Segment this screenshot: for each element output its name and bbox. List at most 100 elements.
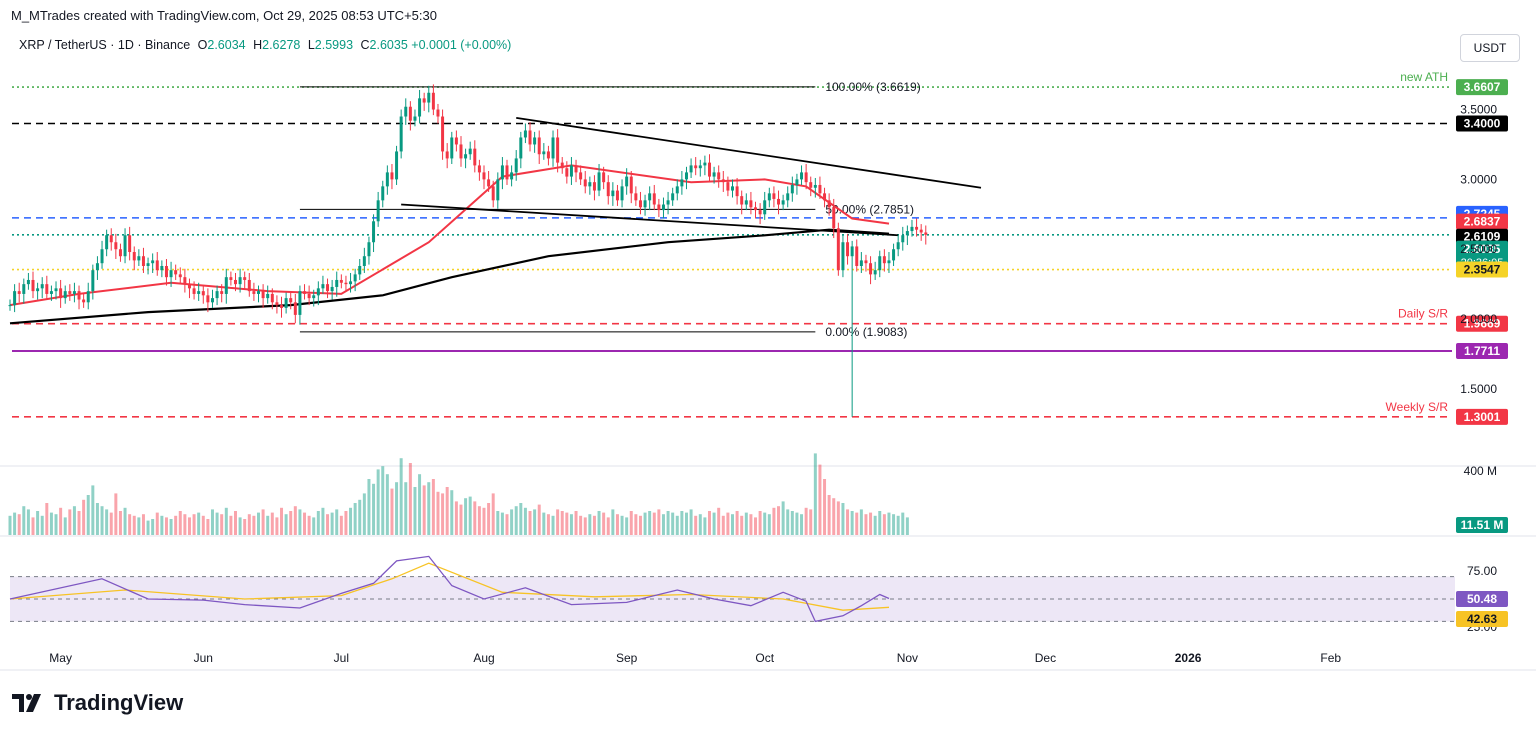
candle (887, 260, 891, 264)
candle (763, 200, 767, 215)
volume-bar (684, 512, 688, 535)
candle (151, 260, 155, 264)
volume-bar (408, 463, 412, 535)
candle (266, 293, 270, 299)
candle (892, 249, 896, 261)
ma-200-line (9, 228, 890, 325)
volume-bar (551, 515, 555, 535)
volume-bar (431, 479, 435, 535)
time-axis-tick: Sep (616, 651, 638, 665)
candle (611, 190, 615, 197)
tradingview-brand[interactable]: TradingView (12, 690, 183, 716)
candle (905, 231, 909, 236)
volume-bar (818, 464, 822, 535)
price-label: 1.9669 (1464, 317, 1501, 331)
candle (800, 172, 804, 180)
candle (832, 207, 836, 229)
volume-bar (638, 515, 642, 535)
candle (390, 172, 394, 180)
candle (850, 246, 854, 257)
candle (767, 193, 771, 201)
candle (901, 235, 905, 243)
candle (454, 137, 458, 145)
volume-bar (758, 511, 762, 535)
candle (602, 172, 606, 183)
candle (303, 291, 307, 294)
volume-bar (542, 512, 546, 535)
volume-bar (45, 503, 49, 535)
candle (372, 221, 376, 243)
candle (252, 291, 256, 294)
candle (312, 295, 316, 299)
volume-bar (252, 515, 256, 535)
volume-bar (372, 483, 376, 535)
candle (542, 151, 546, 155)
volume-bar (615, 514, 619, 535)
candle (629, 176, 633, 194)
candle (459, 144, 463, 159)
candle (146, 263, 150, 266)
candle (316, 288, 320, 296)
candle (804, 172, 808, 183)
volume-bar (59, 507, 63, 535)
volume-bar (735, 511, 739, 535)
price-label: 1.7711 (1464, 344, 1500, 358)
candle (224, 277, 228, 294)
volume-bar (169, 519, 173, 535)
volume-bar (210, 509, 214, 535)
volume-bar (303, 512, 307, 535)
candle (335, 279, 339, 287)
volume-bar (588, 514, 592, 535)
candle (846, 242, 850, 257)
currency-button[interactable]: USDT (1460, 34, 1520, 62)
candle (330, 286, 334, 292)
volume-bar (436, 491, 440, 535)
volume-bar (661, 514, 665, 535)
time-axis-tick: Oct (755, 651, 774, 665)
candle (40, 284, 44, 289)
volume-bar (330, 512, 334, 535)
time-axis-tick: 2026 (1175, 651, 1202, 665)
candle (289, 298, 293, 303)
volume-bar (105, 509, 109, 535)
candle (450, 137, 454, 159)
candle (666, 200, 670, 205)
rsi-label-tag (1456, 591, 1508, 607)
candle (206, 295, 210, 303)
volume-label-tag (1456, 517, 1508, 533)
price-axis-tick: 3.0000 (1460, 172, 1497, 186)
volume-bar (54, 514, 58, 535)
candle (560, 162, 564, 169)
candle (192, 288, 196, 294)
candle (436, 109, 440, 117)
candle (707, 162, 711, 177)
candle (749, 200, 753, 208)
low-value: 2.5993 (314, 38, 354, 52)
volume-bar (8, 515, 12, 535)
volume-bar (164, 517, 168, 535)
volume-bar (841, 503, 845, 535)
candle (464, 154, 468, 159)
symbol-info-bar[interactable]: XRP / TetherUS · 1D · Binance O2.6034 H2… (19, 38, 511, 52)
volume-bar (454, 501, 458, 535)
candle (869, 263, 873, 275)
candle (137, 256, 141, 261)
volume-bar (312, 517, 316, 535)
volume-bar (763, 512, 767, 535)
volume-bar (247, 514, 251, 535)
volume-bar (634, 514, 638, 535)
candle (643, 200, 647, 208)
candle (859, 260, 863, 266)
candle (625, 176, 629, 187)
candle (82, 299, 86, 303)
level-note: Weekly S/R (1386, 400, 1449, 414)
volume-bar (721, 515, 725, 535)
volume-bar (510, 509, 514, 535)
volume-bar (505, 514, 509, 535)
chart-credit: M_MTrades created with TradingView.com, … (11, 8, 437, 23)
candle (924, 232, 928, 235)
volume-bar (468, 496, 472, 535)
volume-bar (500, 512, 504, 535)
candle (229, 277, 233, 280)
